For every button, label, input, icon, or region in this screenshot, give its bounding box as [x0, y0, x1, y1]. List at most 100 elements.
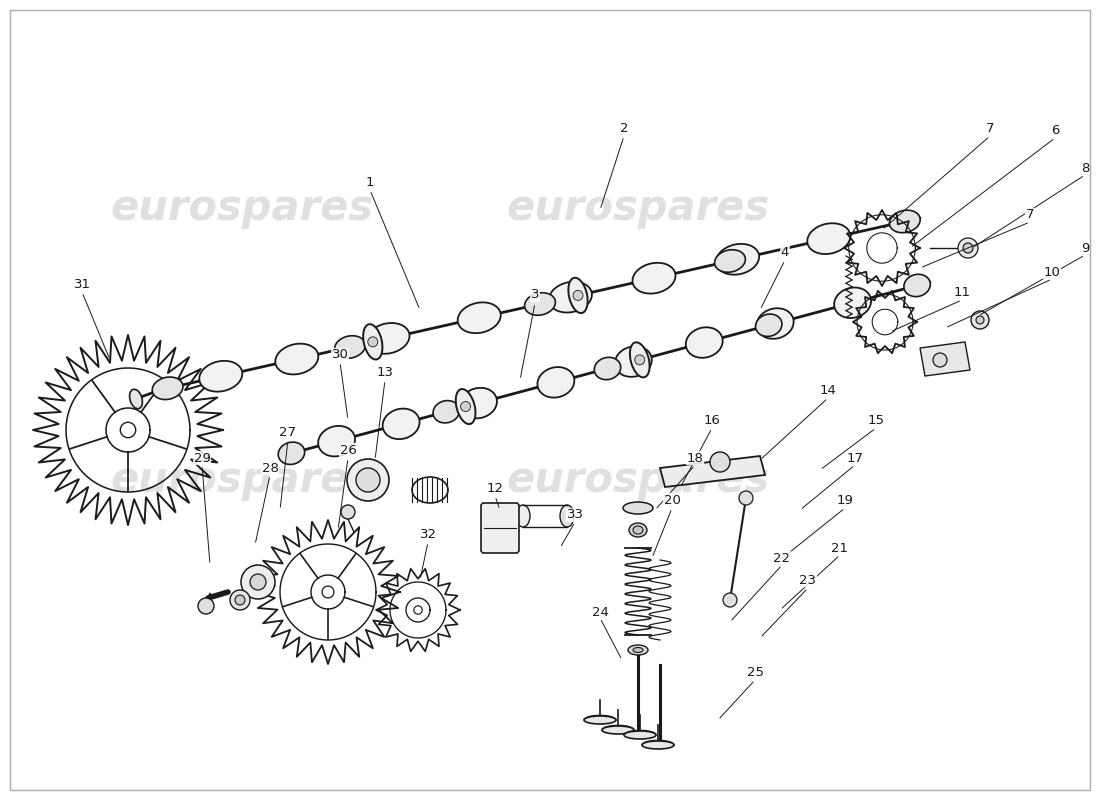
Ellipse shape	[383, 409, 419, 439]
Circle shape	[976, 316, 984, 324]
Ellipse shape	[433, 401, 460, 423]
Text: 27: 27	[279, 426, 297, 438]
Ellipse shape	[569, 278, 587, 313]
FancyBboxPatch shape	[481, 503, 519, 553]
Text: 13: 13	[376, 366, 394, 378]
Text: 25: 25	[747, 666, 763, 678]
Ellipse shape	[458, 302, 500, 333]
Ellipse shape	[632, 526, 644, 534]
Text: 8: 8	[1081, 162, 1089, 174]
Text: 17: 17	[847, 451, 864, 465]
Text: 1: 1	[365, 175, 374, 189]
Ellipse shape	[241, 565, 275, 599]
Circle shape	[461, 402, 471, 411]
Ellipse shape	[250, 574, 266, 590]
Text: 14: 14	[820, 383, 836, 397]
Ellipse shape	[549, 282, 592, 313]
Text: 6: 6	[1050, 123, 1059, 137]
Ellipse shape	[278, 442, 305, 465]
Circle shape	[322, 586, 334, 598]
Ellipse shape	[615, 346, 652, 377]
Text: 20: 20	[663, 494, 681, 506]
Ellipse shape	[318, 426, 355, 457]
Circle shape	[971, 311, 989, 329]
Ellipse shape	[341, 505, 355, 519]
Ellipse shape	[130, 390, 142, 409]
Ellipse shape	[152, 377, 183, 399]
Circle shape	[958, 238, 978, 258]
Ellipse shape	[199, 361, 242, 392]
Ellipse shape	[602, 726, 634, 734]
Circle shape	[710, 452, 730, 472]
Text: 29: 29	[194, 451, 210, 465]
Polygon shape	[660, 456, 764, 487]
Text: 32: 32	[419, 529, 437, 542]
Text: eurospares: eurospares	[506, 459, 770, 501]
Text: 10: 10	[1044, 266, 1060, 278]
Circle shape	[933, 353, 947, 367]
Polygon shape	[920, 342, 970, 376]
Ellipse shape	[716, 244, 759, 274]
Text: 15: 15	[868, 414, 884, 426]
Ellipse shape	[235, 595, 245, 605]
Ellipse shape	[455, 389, 475, 424]
Circle shape	[573, 290, 583, 300]
Circle shape	[962, 243, 974, 253]
Text: 7: 7	[986, 122, 994, 134]
Text: 21: 21	[832, 542, 848, 554]
Ellipse shape	[685, 327, 723, 358]
Ellipse shape	[356, 468, 380, 492]
Circle shape	[635, 355, 645, 365]
Ellipse shape	[334, 336, 365, 358]
Ellipse shape	[624, 731, 656, 739]
Ellipse shape	[346, 459, 389, 501]
Text: 33: 33	[566, 509, 583, 522]
Text: 2: 2	[619, 122, 628, 134]
Ellipse shape	[904, 274, 931, 297]
Text: eurospares: eurospares	[110, 459, 374, 501]
Ellipse shape	[628, 645, 648, 655]
Circle shape	[723, 593, 737, 607]
Ellipse shape	[538, 367, 574, 398]
Text: 16: 16	[704, 414, 720, 426]
Ellipse shape	[584, 716, 616, 724]
Circle shape	[198, 598, 214, 614]
Text: 7: 7	[1025, 209, 1034, 222]
Ellipse shape	[757, 308, 794, 338]
Text: 24: 24	[592, 606, 608, 618]
Ellipse shape	[525, 293, 556, 315]
Ellipse shape	[594, 358, 620, 380]
Text: 23: 23	[800, 574, 816, 586]
Ellipse shape	[275, 344, 318, 374]
Ellipse shape	[642, 741, 674, 749]
Text: eurospares: eurospares	[110, 187, 374, 229]
Text: eurospares: eurospares	[506, 187, 770, 229]
Circle shape	[367, 337, 377, 347]
Ellipse shape	[756, 314, 782, 337]
Circle shape	[414, 606, 422, 614]
Text: 11: 11	[954, 286, 970, 299]
Ellipse shape	[366, 323, 409, 354]
Text: 30: 30	[331, 349, 349, 362]
Text: 3: 3	[530, 289, 539, 302]
Text: 22: 22	[773, 551, 791, 565]
Ellipse shape	[632, 647, 644, 653]
Circle shape	[120, 422, 135, 438]
Ellipse shape	[890, 210, 921, 233]
Text: 26: 26	[340, 443, 356, 457]
Ellipse shape	[560, 505, 574, 527]
Text: 4: 4	[781, 246, 789, 258]
Text: 12: 12	[486, 482, 504, 494]
Text: 18: 18	[686, 451, 703, 465]
Ellipse shape	[630, 342, 650, 378]
Ellipse shape	[363, 324, 383, 359]
Ellipse shape	[715, 250, 746, 272]
Text: 31: 31	[74, 278, 90, 291]
Ellipse shape	[632, 262, 675, 294]
Ellipse shape	[623, 502, 653, 514]
Ellipse shape	[516, 505, 530, 527]
Ellipse shape	[834, 287, 871, 318]
Ellipse shape	[807, 223, 850, 254]
Ellipse shape	[629, 523, 647, 537]
Text: 9: 9	[1081, 242, 1089, 254]
